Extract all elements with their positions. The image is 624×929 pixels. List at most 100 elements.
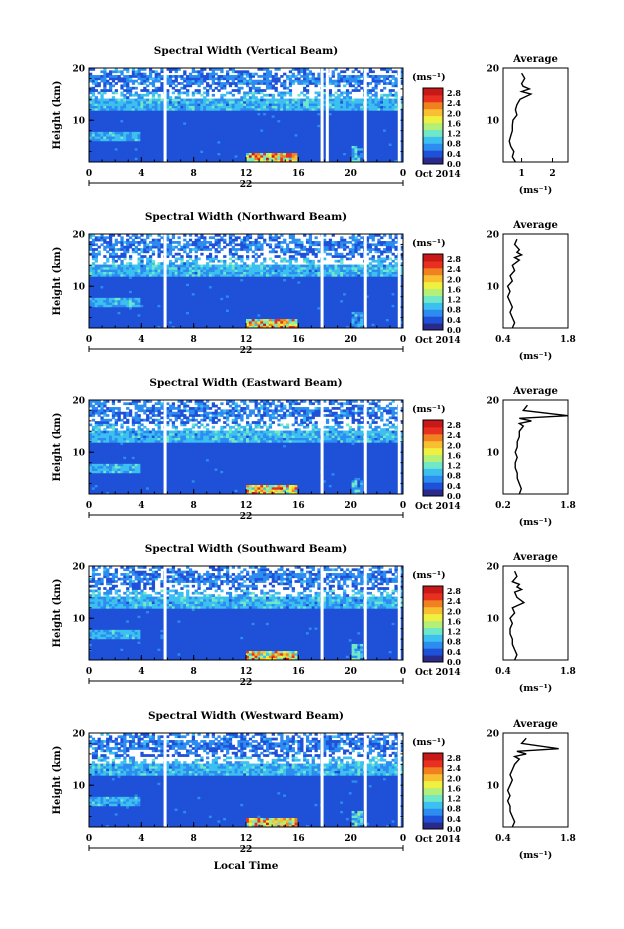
- heatmap-cell: [314, 107, 318, 111]
- heatmap-cell: [146, 145, 150, 149]
- heatmap-cell: [206, 98, 210, 102]
- heatmap-cell: [323, 138, 327, 142]
- heatmap-cell: [223, 138, 227, 142]
- heatmap-cell: [131, 75, 136, 78]
- heatmap-cell: [343, 117, 347, 121]
- heatmap-cell: [271, 138, 275, 142]
- heatmap-cell: [166, 311, 170, 315]
- heatmap-cell: [294, 98, 298, 102]
- heatmap-cell: [100, 283, 104, 287]
- heatmap-cell: [168, 117, 173, 121]
- heatmap-cell: [94, 110, 98, 114]
- heatmap-cell: [154, 299, 158, 303]
- heatmap-cell: [106, 115, 110, 118]
- heatmap-cell: [123, 107, 127, 111]
- heatmap-cell: [154, 276, 158, 280]
- heatmap-cell: [146, 320, 150, 324]
- heatmap-cell: [340, 152, 344, 156]
- heatmap-cell: [254, 115, 258, 118]
- heatmap-cell: [234, 143, 238, 146]
- heatmap-cell: [174, 325, 178, 329]
- heatmap-cell: [160, 98, 164, 102]
- heatmap-cell: [91, 238, 96, 242]
- heatmap-cell: [160, 122, 164, 125]
- heatmap-cell: [288, 154, 293, 158]
- heatmap-cell: [168, 292, 173, 296]
- heatmap-cell: [377, 147, 381, 151]
- heatmap-cell: [260, 138, 264, 142]
- heatmap-cell: [228, 122, 233, 125]
- heatmap-cell: [323, 150, 327, 153]
- heatmap-cell: [231, 152, 235, 156]
- heatmap-cell: [100, 236, 104, 240]
- heatmap-cell: [285, 86, 290, 90]
- heatmap-cell: [143, 154, 147, 158]
- heatmap-cell: [134, 295, 138, 298]
- heatmap-cell: [151, 262, 156, 265]
- heatmap-cell: [208, 159, 213, 163]
- heatmap-cell: [385, 115, 390, 118]
- heatmap-cell: [288, 77, 293, 81]
- heatmap-cell: [391, 98, 395, 102]
- heatmap-cell: [354, 77, 358, 81]
- heatmap-cell: [265, 84, 270, 88]
- heatmap-cell: [354, 150, 358, 153]
- heatmap-cell: [157, 262, 161, 265]
- heatmap-cell: [108, 248, 113, 251]
- heatmap-cell: [123, 136, 127, 139]
- heatmap-cell: [400, 72, 404, 76]
- heatmap-cell: [94, 147, 98, 151]
- heatmap-cell: [340, 91, 344, 95]
- heatmap-cell: [351, 70, 355, 74]
- heatmap-cell: [257, 107, 261, 111]
- heatmap-cell: [97, 252, 101, 256]
- heatmap-cell: [131, 131, 136, 135]
- heatmap-cell: [228, 107, 233, 111]
- heatmap-cell: [334, 91, 338, 95]
- average-frame: [502, 67, 569, 163]
- heatmap-cell: [126, 269, 130, 272]
- heatmap-cell: [137, 271, 141, 275]
- heatmap-cell: [371, 107, 375, 111]
- heatmap-cell: [285, 143, 290, 146]
- heatmap-cell: [166, 248, 170, 251]
- heatmap-cell: [177, 159, 181, 163]
- heatmap-cell: [151, 241, 156, 244]
- heatmap-cell: [131, 320, 136, 324]
- heatmap-cell: [231, 147, 235, 151]
- heatmap-cell: [134, 320, 138, 324]
- heatmap-cell: [177, 311, 181, 315]
- heatmap-cell: [285, 117, 290, 121]
- heatmap-cell: [374, 147, 378, 151]
- heatmap-cell: [143, 255, 147, 258]
- heatmap-cell: [328, 119, 333, 123]
- heatmap-cell: [214, 119, 218, 123]
- heatmap-cell: [183, 119, 187, 123]
- heatmap-cell: [106, 271, 110, 275]
- heatmap-cell: [97, 77, 101, 81]
- heatmap-cell: [140, 129, 144, 132]
- heatmap-cell: [91, 75, 96, 78]
- heatmap-cell: [151, 152, 156, 156]
- heatmap-cell: [89, 325, 93, 329]
- heatmap-cell: [308, 103, 313, 106]
- heatmap-cell: [146, 136, 150, 139]
- heatmap-cell: [91, 100, 96, 104]
- heatmap-cell: [348, 122, 353, 125]
- heatmap-cell: [126, 278, 130, 282]
- heatmap-cell: [94, 154, 98, 158]
- heatmap-cell: [171, 152, 176, 156]
- heatmap-cell: [254, 100, 258, 104]
- heatmap-cell: [94, 288, 98, 291]
- heatmap-cell: [283, 119, 287, 123]
- heatmap-cell: [174, 98, 178, 102]
- heatmap-cell: [194, 107, 198, 111]
- heatmap-cell: [377, 138, 381, 142]
- heatmap-cell: [100, 299, 104, 303]
- heatmap-cell: [311, 122, 315, 125]
- heatmap-cell: [148, 136, 153, 139]
- heatmap-cell: [177, 145, 181, 149]
- heatmap-cell: [308, 152, 313, 156]
- heatmap-cell: [143, 271, 147, 275]
- heatmap-cell: [317, 140, 321, 144]
